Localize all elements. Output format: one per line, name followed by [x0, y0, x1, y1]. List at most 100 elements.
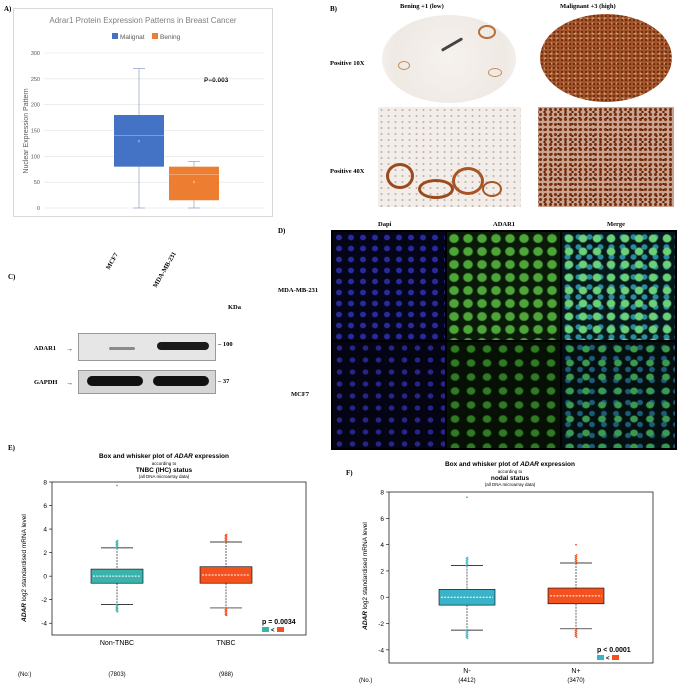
panel-label-a: A) — [4, 5, 12, 13]
ytick-label: 4 — [43, 527, 47, 534]
outlier-point — [225, 609, 228, 612]
ytick-label: 0 — [43, 574, 47, 581]
f-title-line3: nodal status — [491, 475, 530, 482]
western-blot-gapdh — [78, 370, 216, 394]
c-kda-label: KDa — [228, 304, 241, 311]
c-band-label-adar1: ADAR1 — [34, 345, 57, 352]
panel-f: Box and whisker plot of ADAR expression … — [355, 456, 675, 687]
b-col-header-benign: Bening +1 (low) — [400, 3, 444, 10]
outlier-point — [574, 628, 577, 630]
outlier-point — [224, 607, 227, 609]
outlier-point — [575, 634, 578, 637]
f-count-nminus: (4412) — [458, 678, 475, 684]
outlier-point — [465, 634, 468, 637]
if-dapi-mcf7-image — [333, 342, 445, 448]
outlier-point — [465, 557, 468, 560]
outlier-point — [466, 633, 469, 636]
outlier-point — [575, 555, 578, 558]
legend-swatch-benign — [152, 33, 158, 39]
f-pvalue-swatch-right — [612, 655, 619, 660]
outlier-point — [465, 564, 468, 567]
d-col-header-adar1: ADAR1 — [493, 221, 516, 228]
f-title-line2: according to — [498, 469, 523, 474]
c-lane-mda: MDA-MB-231 — [151, 250, 179, 289]
panel-a-ylabel: Nuclear Expression Pattern — [23, 88, 30, 173]
ytick-label: -2 — [41, 597, 47, 604]
outlier-point — [465, 632, 468, 635]
ihc-benign-40x-image — [378, 107, 521, 207]
e-pvalue-swatch-left — [262, 627, 269, 632]
outlier-point — [574, 556, 577, 559]
outlier-point — [225, 534, 227, 536]
outlier-point — [466, 496, 468, 499]
category-label: Non-TNBC — [100, 640, 134, 647]
panel-a-plot-area: 0 50 100 150 200 250 300 × × — [31, 51, 264, 212]
outlier-point — [115, 547, 118, 549]
e-ylabel: ADAR log2 standardised mRNA level — [21, 514, 28, 623]
f-title-line1: Box and whisker plot of ADAR expression — [445, 461, 575, 468]
outlier-point — [466, 562, 469, 564]
e-title-line4: (all DNA microarray data) — [139, 474, 190, 479]
ytick-label: 8 — [380, 490, 384, 497]
outlier-point — [466, 563, 469, 566]
category-label: N+ — [571, 668, 580, 675]
a-box — [114, 115, 164, 167]
e-count-nontnbc: (7803) — [108, 672, 125, 678]
outlier-point — [465, 561, 468, 563]
outlier-point — [466, 560, 469, 562]
outlier-point — [465, 563, 468, 565]
outlier-point — [224, 608, 227, 611]
outlier-point — [224, 537, 227, 540]
e-count-tnbc: (988) — [219, 672, 233, 678]
f-pvalue: p < 0.0001 — [597, 647, 631, 654]
outlier-point — [116, 546, 119, 548]
outlier-point — [224, 536, 227, 538]
ihc-malignant-10x-image — [538, 13, 674, 103]
ytick-label: 8 — [43, 480, 47, 487]
d-col-header-merge: Merge — [607, 221, 626, 228]
panel-f-plot-area: -4 -2 0 2 4 6 8 N- N+ — [378, 490, 654, 675]
outlier-point — [115, 540, 118, 543]
a-ytick-label: 150 — [31, 129, 40, 135]
c-arrow-adar1: → — [66, 345, 73, 353]
outlier-point — [466, 558, 469, 561]
outlier-point — [224, 610, 227, 613]
outlier-point — [465, 629, 468, 631]
outlier-point — [116, 604, 119, 607]
outlier-point — [465, 559, 468, 561]
outlier-point — [116, 606, 119, 608]
a-mean-marker: × — [193, 180, 196, 186]
outlier-point — [224, 539, 227, 542]
outlier-point — [225, 538, 228, 541]
outlier-point — [115, 610, 118, 612]
outlier-point — [116, 609, 119, 611]
a-ytick-label: 0 — [37, 206, 40, 212]
if-merge-mcf7-image — [562, 342, 675, 448]
panel-label-b: B) — [330, 5, 337, 13]
outlier-point — [225, 614, 227, 616]
panel-a-chart: Adrar1 Protein Expression Patterns in Br… — [23, 16, 264, 212]
outlier-point — [574, 631, 577, 634]
outlier-point — [574, 633, 577, 636]
b-col-header-malignant: Malignant +3 (high) — [560, 3, 616, 10]
outlier-point — [116, 611, 119, 613]
outlier-point — [466, 556, 469, 559]
e-title-line3: TNBC (IHC) status — [136, 467, 193, 474]
outlier-point — [115, 545, 118, 548]
plot-frame — [51, 481, 307, 636]
outlier-point — [466, 637, 469, 640]
a-ytick-label: 50 — [34, 180, 40, 186]
f-ylabel: ADAR log2 standardised mRNA level — [362, 522, 369, 631]
outlier-point — [225, 612, 228, 615]
c-marker-37: – 37 — [218, 378, 230, 385]
panel-label-c: C) — [8, 273, 16, 281]
a-box — [169, 166, 219, 201]
outlier-point — [575, 630, 578, 633]
b-row-label-10x: Positive 10X — [330, 60, 365, 67]
c-arrow-gapdh: → — [66, 379, 73, 387]
c-marker-100: – 100 — [218, 341, 233, 348]
c-lane-mcf7: MCF7 — [104, 251, 121, 271]
outlier-point — [575, 561, 578, 563]
f-title-line4: (all DNA microarray data) — [485, 482, 536, 487]
ytick-label: -2 — [378, 621, 384, 628]
